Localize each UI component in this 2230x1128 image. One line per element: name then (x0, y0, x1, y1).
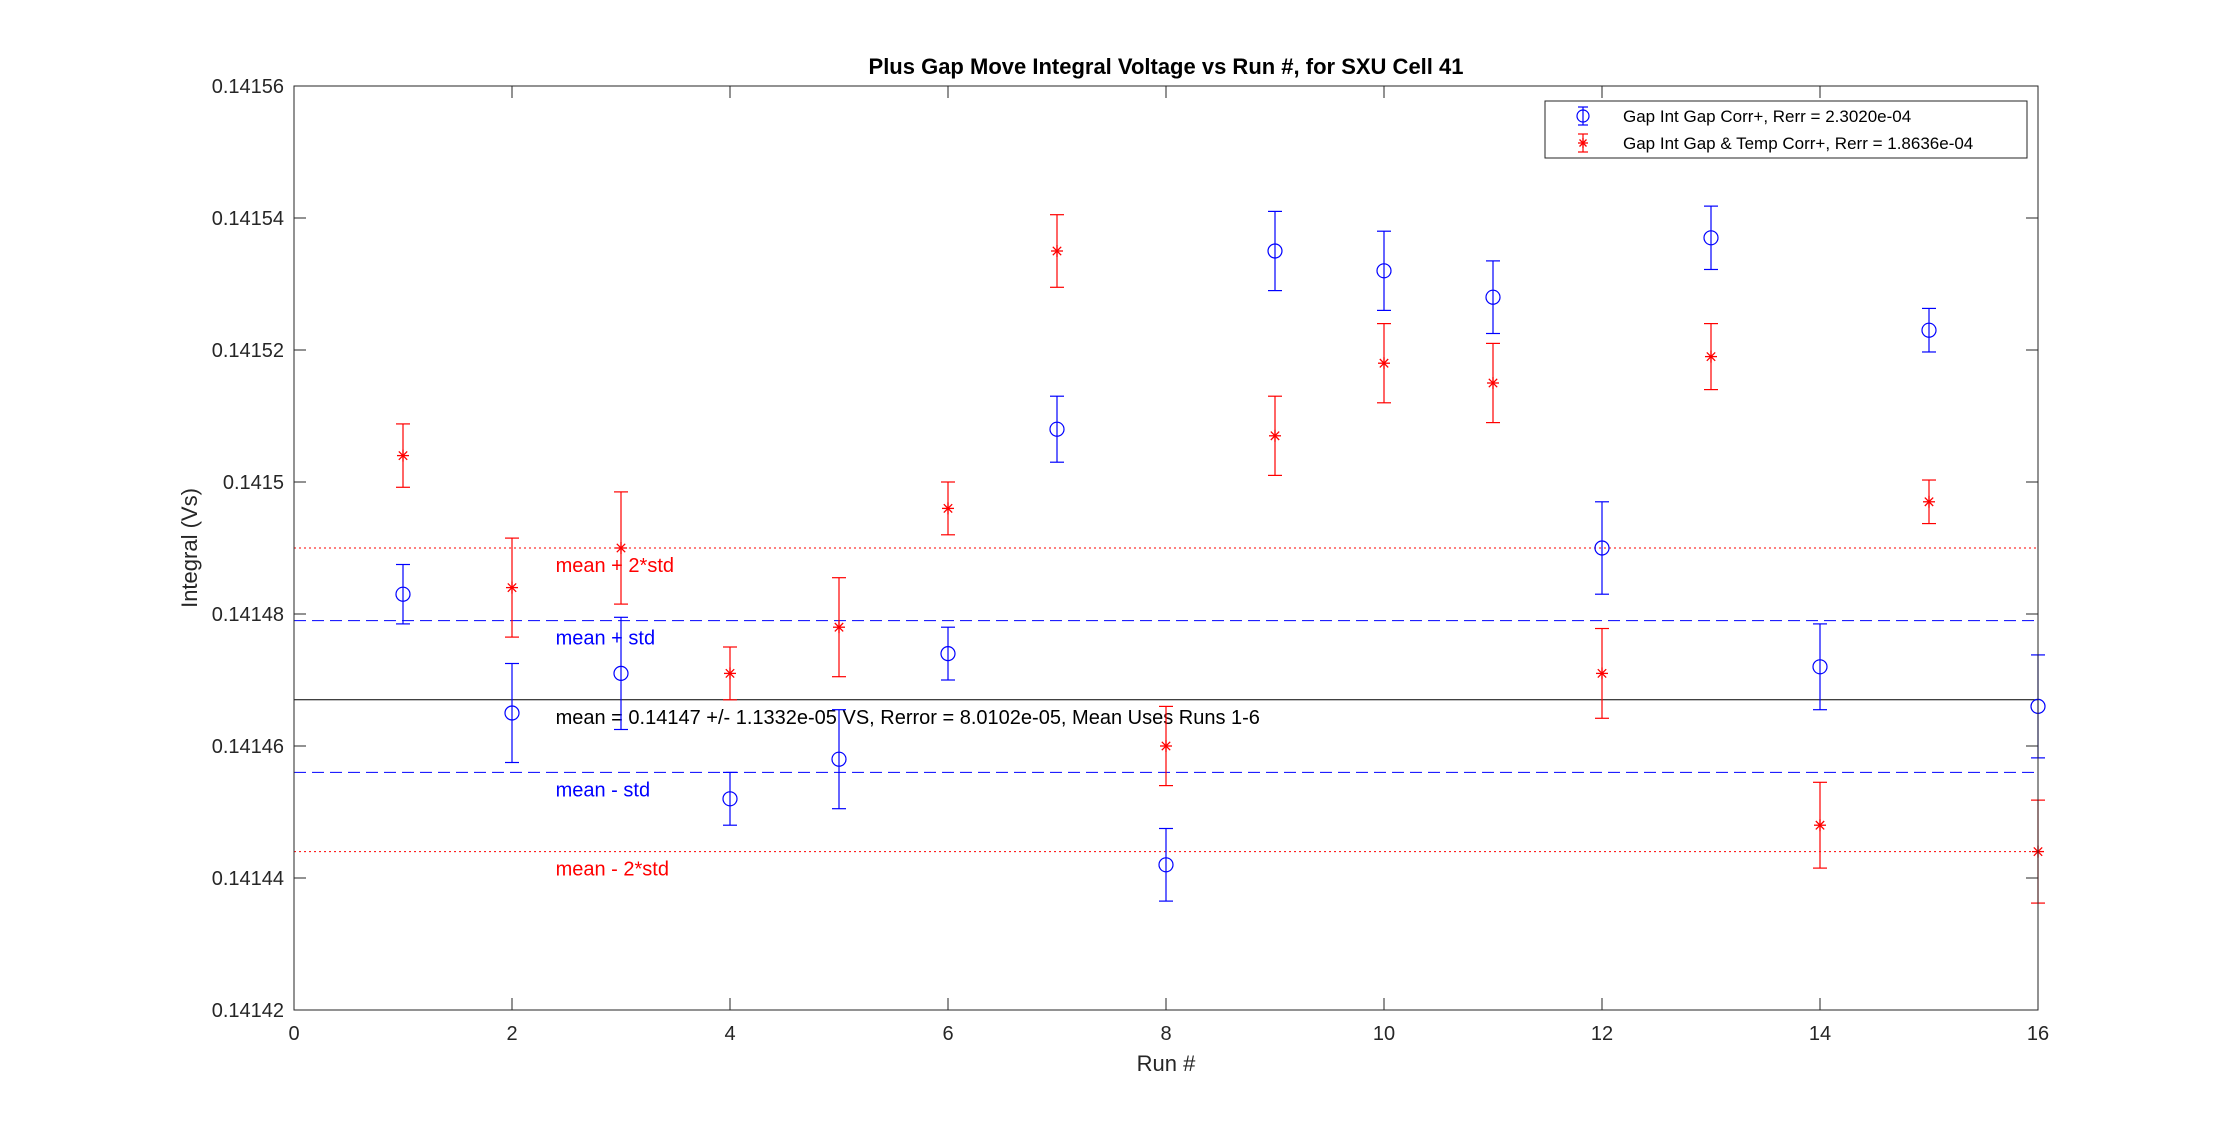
data-point (1049, 421, 1065, 437)
error-bar (941, 626, 955, 681)
asterisk-stroke (1379, 358, 1389, 368)
asterisk-stroke (1488, 378, 1498, 388)
data-point (1269, 429, 1281, 442)
asterisk-stroke (1052, 246, 1062, 256)
legend-box (1544, 100, 2028, 159)
data-point (1594, 540, 1610, 556)
x-axis-title: Run # (1137, 1051, 1196, 1076)
data-point (724, 667, 736, 680)
error-bar (723, 771, 737, 826)
y-tick-label: 0.14156 (212, 76, 284, 98)
data-point (1921, 322, 1937, 338)
asterisk-stroke (1161, 741, 1171, 751)
error-bar (1595, 501, 1609, 595)
data-point (940, 645, 956, 662)
asterisk-stroke (834, 622, 844, 632)
data-point (506, 581, 518, 594)
data-point (1267, 243, 1283, 259)
asterisk-stroke (1597, 668, 1607, 679)
asterisk-stroke (398, 450, 408, 461)
ref-line-label: mean - std (556, 779, 650, 801)
data-point (1378, 357, 1390, 370)
error-bar (1159, 827, 1173, 902)
ref-line-label: mean - 2*std (556, 859, 669, 881)
error-bar (614, 616, 628, 731)
error-bar (505, 662, 519, 764)
x-tick-label: 6 (942, 1023, 953, 1045)
error-bar (396, 563, 410, 625)
y-tick-label: 0.14142 (212, 1000, 284, 1022)
ticks-layer: 0 2 4 6 8 10 12 14 16 0.14142 0.14144 0.14146 0.1414… (212, 76, 2049, 1045)
data-point (397, 449, 409, 462)
asterisk-stroke (725, 668, 735, 679)
error-bar (1486, 260, 1500, 335)
ref-line-label: mean = 0.14147 +/- 1.1332e-05 VS, Rerror… (556, 707, 1260, 729)
data-point (1051, 245, 1063, 257)
legend-marker (1576, 109, 1590, 123)
data-point (1703, 230, 1719, 246)
y-tick-label: 0.14144 (212, 868, 284, 890)
asterisk-stroke (1579, 139, 1587, 147)
error-bar (1268, 210, 1282, 292)
asterisk-stroke (943, 503, 953, 514)
data-point (831, 751, 847, 767)
ref-line-label: mean + 2*std (556, 555, 674, 577)
y-tick-label: 0.1415 (223, 472, 284, 494)
x-tick-label: 14 (1809, 1023, 1831, 1045)
asterisk-stroke (507, 582, 517, 593)
data-point (1376, 263, 1392, 279)
data-point (1596, 667, 1608, 680)
error-bar (1922, 307, 1936, 353)
data-point (504, 705, 520, 721)
data-point (1160, 740, 1172, 752)
chart-title: Plus Gap Move Integral Voltage vs Run #,… (869, 54, 1464, 79)
x-tick-label: 12 (1591, 1023, 1613, 1045)
error-bar (1813, 623, 1827, 711)
series-0 (395, 205, 2046, 902)
reference-lines: mean + 2*std mean + std mean = 0.14147 +/-… (294, 547, 2038, 881)
data-point (1923, 495, 1935, 508)
x-tick-label: 16 (2027, 1023, 2049, 1045)
legend-items: Gap Int Gap Corr+, Rerr = 2.3020e-04 Gap … (1576, 106, 1973, 153)
x-tick-label: 4 (724, 1023, 735, 1045)
y-tick-label: 0.14148 (212, 604, 284, 626)
x-tick-label: 8 (1160, 1023, 1171, 1045)
data-point (942, 502, 954, 515)
data-point (1485, 289, 1501, 305)
data-point (722, 791, 738, 807)
error-bar (1377, 230, 1391, 311)
error-bar (1704, 205, 1718, 271)
data-point (1705, 350, 1717, 363)
asterisk-stroke (1706, 351, 1716, 362)
legend: Gap Int Gap Corr+, Rerr = 2.3020e-04 Gap … (1544, 100, 2028, 159)
x-tick-label: 2 (506, 1023, 517, 1045)
data-point (615, 542, 627, 554)
data-point (1158, 857, 1174, 873)
ref-line-label: mean + std (556, 628, 656, 650)
data-point (395, 586, 411, 602)
asterisk-stroke (616, 543, 626, 553)
x-tick-label: 0 (288, 1023, 299, 1045)
error-bar (832, 709, 846, 810)
legend-label: Gap Int Gap Corr+, Rerr = 2.3020e-04 (1623, 107, 1911, 126)
y-tick-label: 0.14152 (212, 340, 284, 362)
y-axis-title: Integral (Vs) (177, 488, 202, 608)
legend-marker (1578, 138, 1588, 148)
legend-label: Gap Int Gap & Temp Corr+, Rerr = 1.8636e… (1623, 134, 1973, 153)
data-point (613, 665, 629, 682)
error-bar (1050, 395, 1064, 463)
x-tick-label: 10 (1373, 1023, 1395, 1045)
data-point (1487, 377, 1499, 389)
asterisk-stroke (1924, 497, 1934, 507)
data-point (833, 621, 845, 634)
asterisk-stroke (1270, 431, 1280, 441)
data-point (1812, 659, 1828, 675)
y-tick-label: 0.14146 (212, 736, 284, 758)
asterisk-stroke (1815, 820, 1825, 830)
y-tick-label: 0.14154 (212, 208, 284, 230)
data-point (1814, 819, 1826, 832)
